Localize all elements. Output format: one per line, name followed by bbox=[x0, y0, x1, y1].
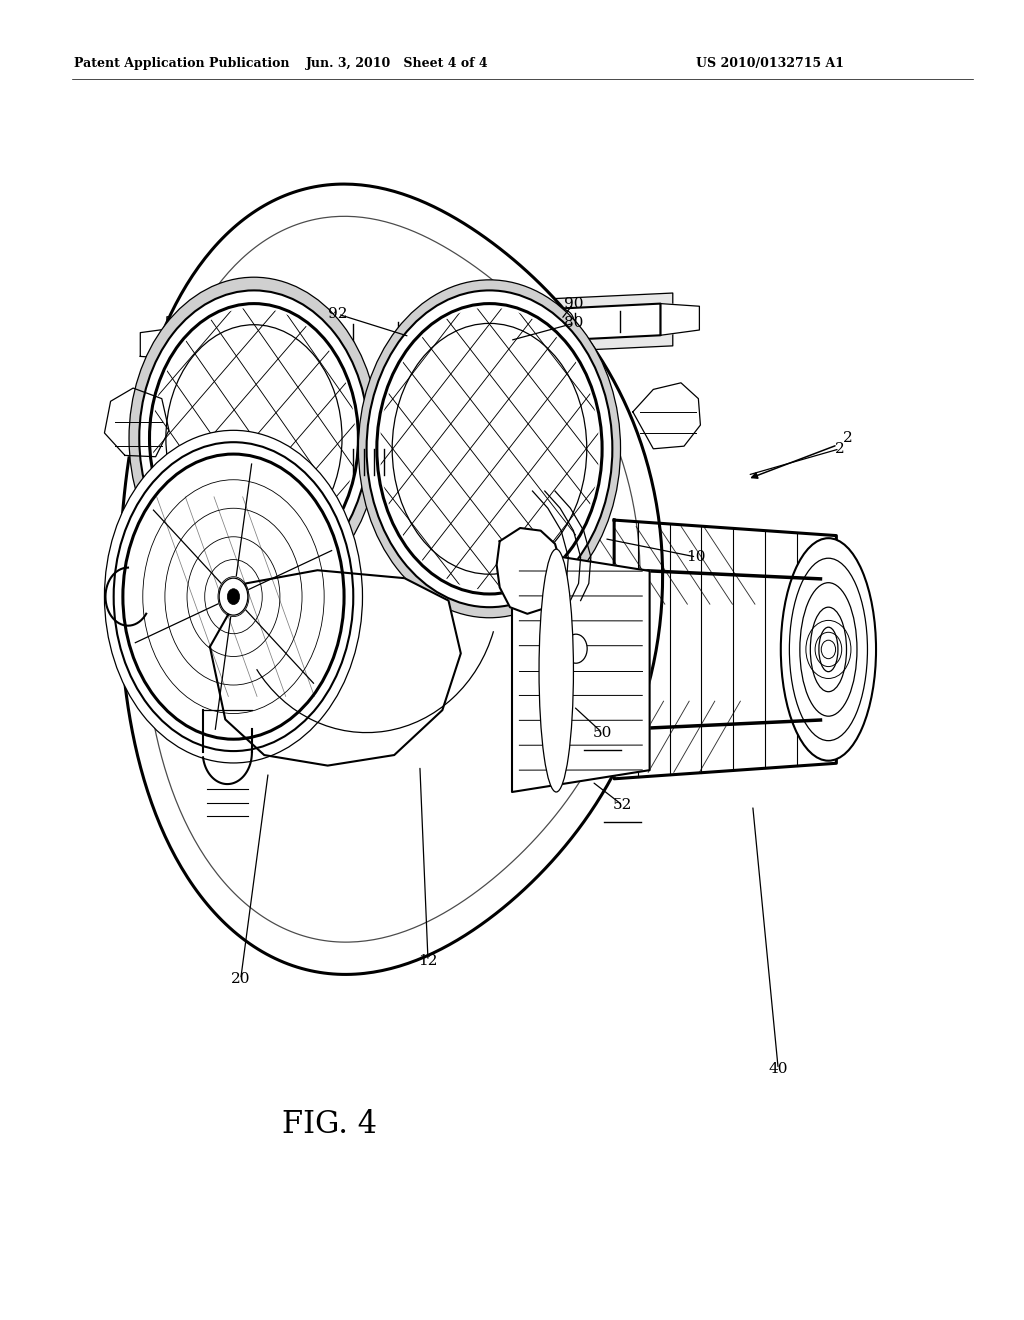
Text: Jun. 3, 2010   Sheet 4 of 4: Jun. 3, 2010 Sheet 4 of 4 bbox=[306, 57, 488, 70]
Polygon shape bbox=[140, 327, 179, 359]
Circle shape bbox=[139, 290, 369, 586]
Circle shape bbox=[564, 634, 587, 663]
Polygon shape bbox=[210, 570, 461, 766]
Circle shape bbox=[114, 442, 353, 751]
Polygon shape bbox=[660, 304, 699, 335]
Circle shape bbox=[358, 280, 621, 618]
Polygon shape bbox=[497, 528, 561, 614]
Text: 80: 80 bbox=[564, 317, 583, 330]
Polygon shape bbox=[167, 293, 673, 370]
Circle shape bbox=[552, 310, 574, 339]
Circle shape bbox=[150, 304, 358, 573]
Circle shape bbox=[377, 304, 602, 594]
Text: 12: 12 bbox=[418, 954, 438, 968]
Circle shape bbox=[229, 326, 252, 355]
Ellipse shape bbox=[781, 539, 877, 760]
Polygon shape bbox=[512, 549, 649, 792]
Ellipse shape bbox=[539, 549, 573, 792]
Circle shape bbox=[367, 290, 612, 607]
Text: Patent Application Publication: Patent Application Publication bbox=[74, 57, 289, 70]
Text: 10: 10 bbox=[686, 550, 707, 564]
Text: 90: 90 bbox=[563, 297, 584, 310]
Polygon shape bbox=[614, 520, 837, 779]
Circle shape bbox=[123, 454, 344, 739]
Circle shape bbox=[104, 430, 362, 763]
Circle shape bbox=[219, 578, 248, 615]
Text: 2: 2 bbox=[843, 432, 853, 445]
Polygon shape bbox=[179, 304, 660, 359]
Polygon shape bbox=[633, 383, 700, 449]
Polygon shape bbox=[104, 388, 169, 457]
Text: 50: 50 bbox=[593, 726, 611, 739]
Text: 92: 92 bbox=[328, 308, 348, 321]
Circle shape bbox=[129, 277, 379, 599]
Circle shape bbox=[227, 589, 240, 605]
Text: 20: 20 bbox=[230, 973, 251, 986]
Text: 2: 2 bbox=[835, 442, 845, 455]
Text: FIG. 4: FIG. 4 bbox=[283, 1109, 377, 1140]
Text: US 2010/0132715 A1: US 2010/0132715 A1 bbox=[696, 57, 845, 70]
Polygon shape bbox=[120, 183, 663, 974]
Text: 40: 40 bbox=[768, 1063, 788, 1076]
Text: 52: 52 bbox=[613, 799, 632, 812]
